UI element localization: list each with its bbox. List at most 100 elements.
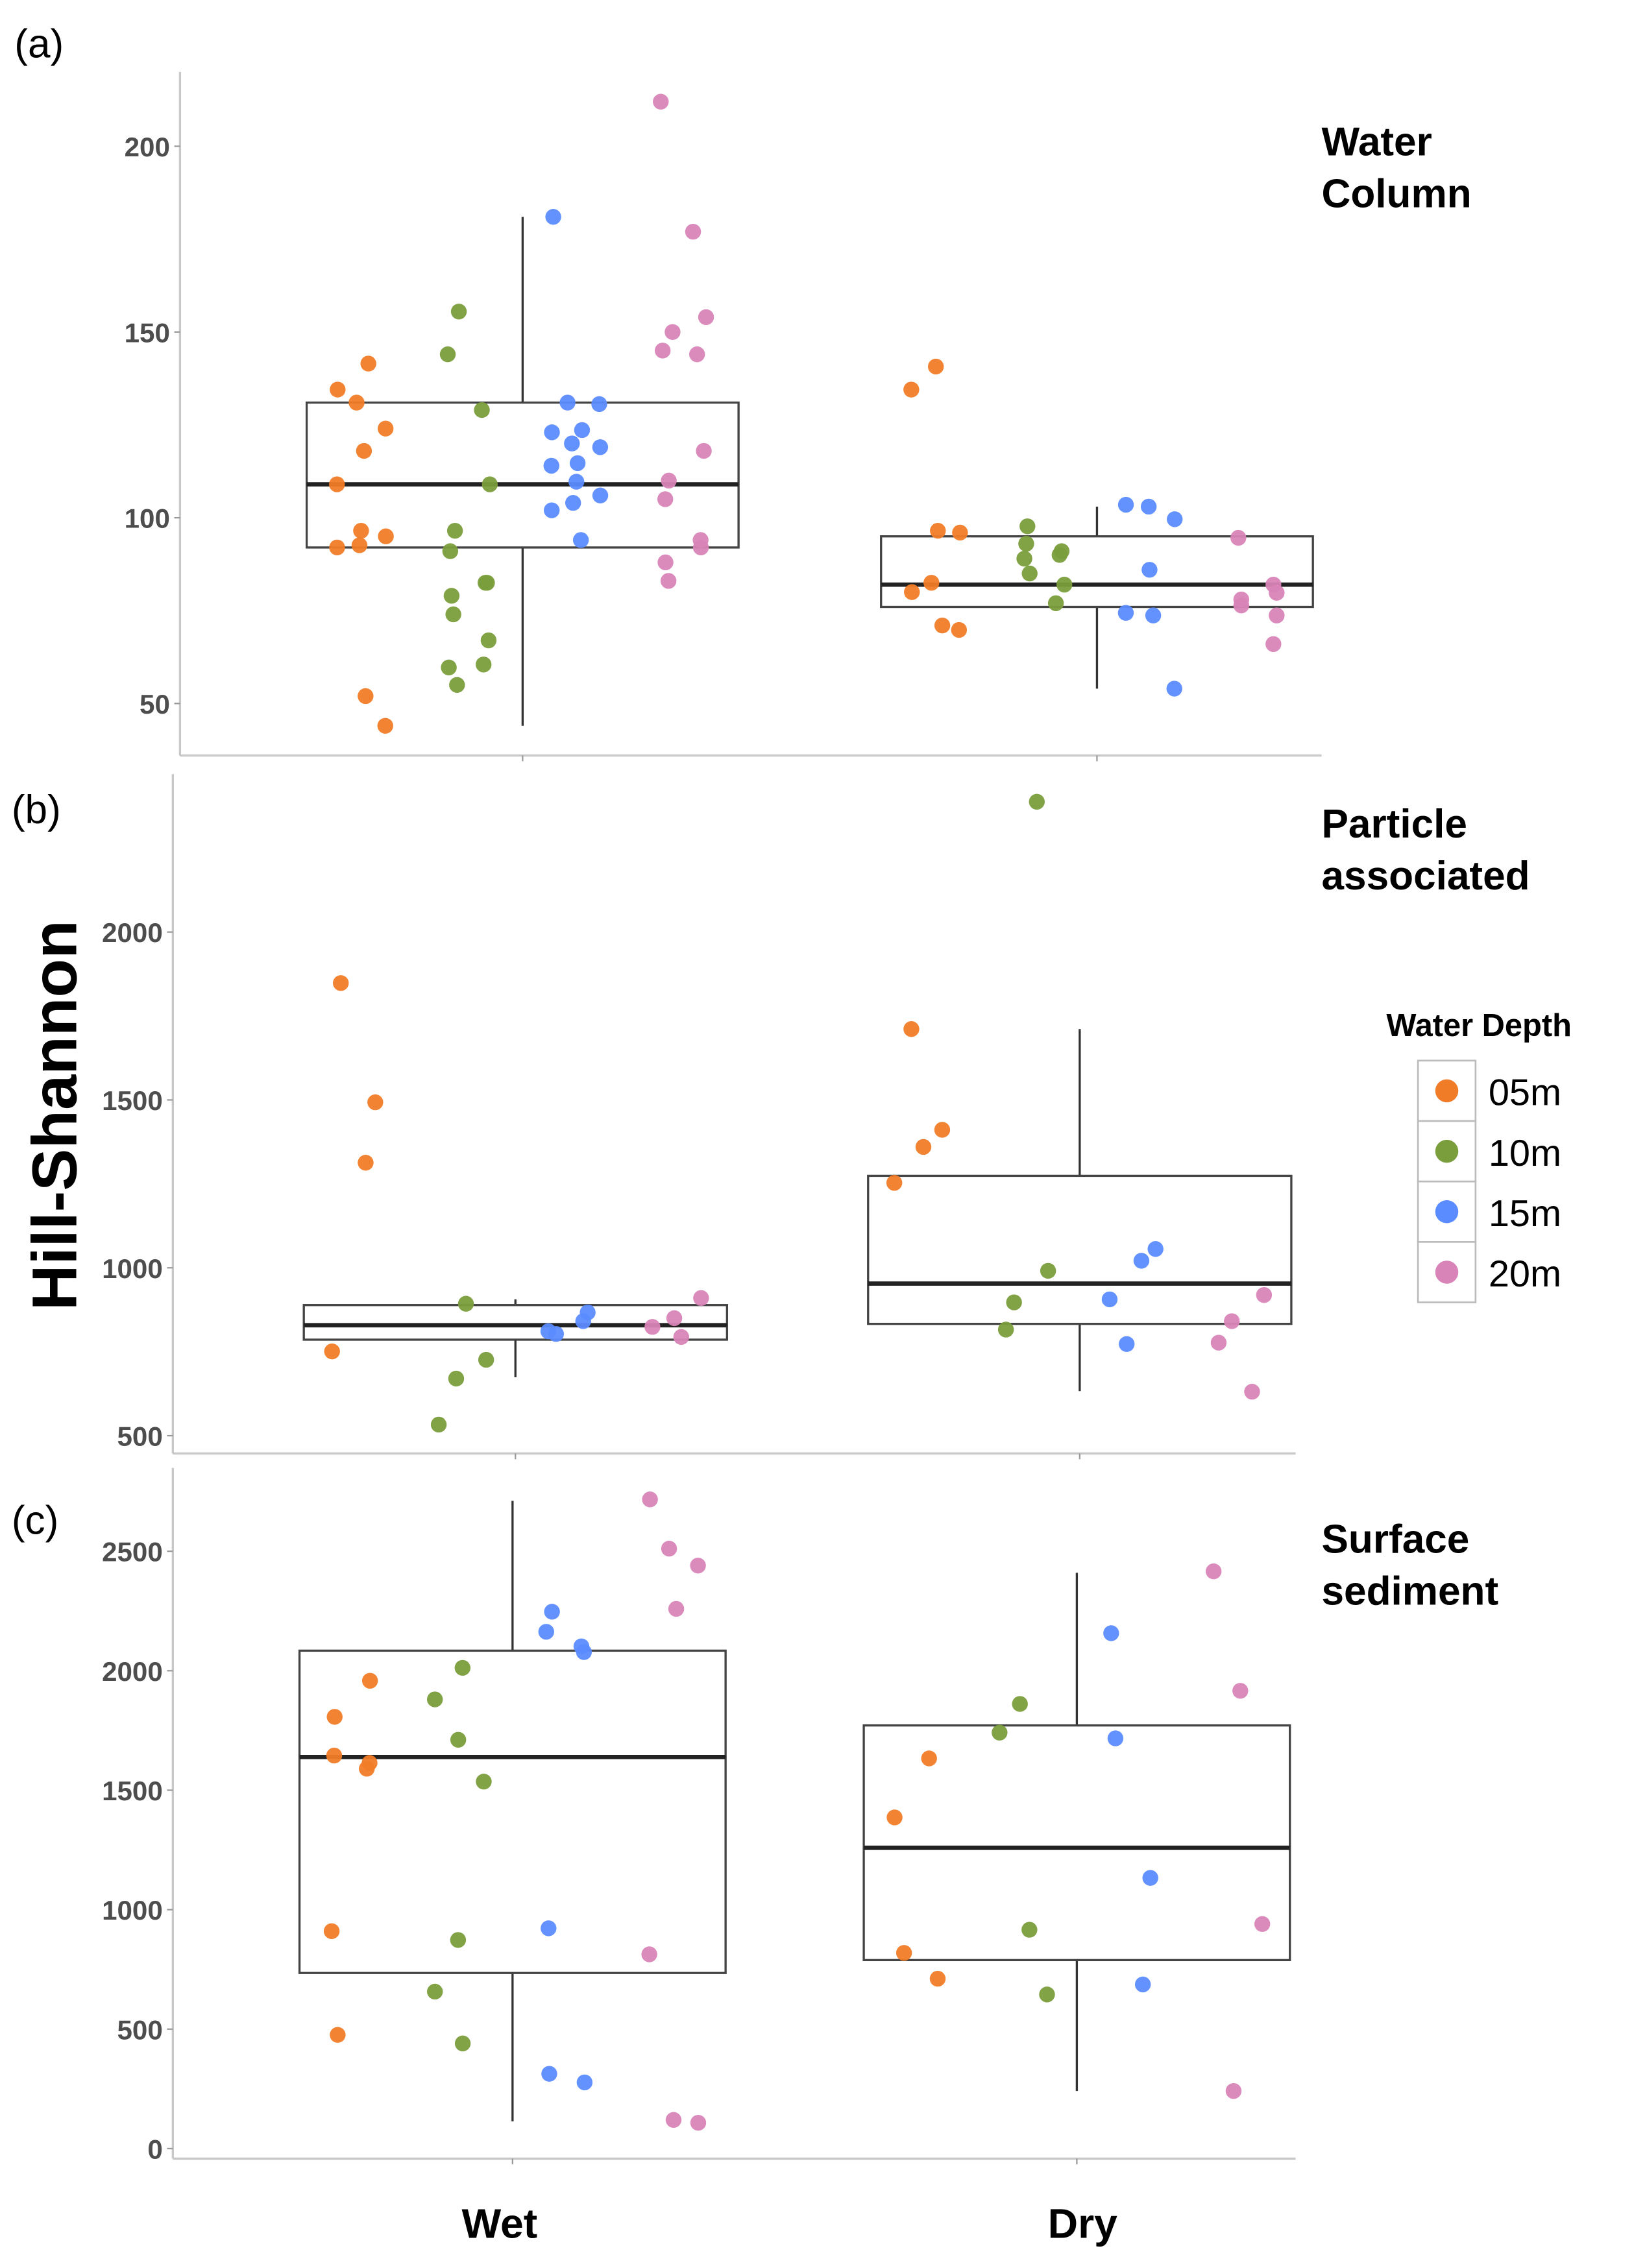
point-wet-20m [657,554,674,571]
point-wet-05m [326,1709,343,1725]
point-wet-15m [592,439,609,455]
box-iqr [880,535,1314,609]
point-wet-05m [351,537,368,553]
point-dry-15m [1134,1976,1151,1993]
point-wet-05m [348,394,365,411]
panel-label: (c) [12,1499,58,1543]
point-wet-20m [654,343,671,359]
point-dry-20m [1232,1683,1249,1699]
point-wet-20m [690,1558,706,1574]
point-wet-05m [356,442,372,459]
y-tick-label: 1500 [102,1085,163,1116]
point-wet-20m [690,2114,707,2131]
point-dry-10m [1021,1922,1038,1938]
point-dry-05m [952,524,968,541]
box-iqr [305,401,740,549]
box-iqr [862,1724,1291,1962]
point-dry-15m [1117,605,1134,621]
point-dry-05m [930,522,946,539]
point-wet-10m [445,606,461,623]
point-wet-15m [565,494,581,511]
point-wet-15m [574,422,591,439]
point-wet-10m [450,304,467,320]
panel-title-line: Particle [1322,802,1467,847]
point-wet-10m [450,1932,467,1948]
point-dry-10m [992,1724,1008,1741]
legend-label: 10m [1489,1133,1561,1174]
panels: 50 100 150 200 (a) Water Column 500 1000 1500 2000… [12,22,1530,2165]
point-wet-15m [591,396,607,413]
point-dry-20m [1210,1334,1227,1351]
point-dry-20m [1233,597,1250,614]
point-dry-15m [1103,1625,1119,1641]
point-wet-10m [439,346,456,363]
y-tick-label: 0 [147,2134,162,2164]
point-wet-05m [361,1672,378,1689]
box-iqr [298,1649,727,1974]
point-wet-15m [576,2074,593,2091]
point-wet-15m [576,1644,592,1660]
point-wet-10m [474,402,490,418]
point-wet-10m [454,1659,471,1676]
point-wet-15m [569,455,586,472]
point-wet-10m [482,476,498,492]
point-wet-10m [443,588,460,604]
point-wet-10m [476,657,492,673]
legend-marker [1435,1139,1459,1163]
point-wet-10m [480,632,497,649]
point-wet-05m [358,1155,374,1171]
point-wet-20m [661,472,677,489]
point-wet-05m [358,688,374,705]
point-wet-10m [457,1296,474,1312]
point-wet-15m [559,394,576,411]
point-wet-10m [448,1370,465,1387]
legend-key-box [1417,1241,1477,1303]
point-wet-10m [446,522,463,539]
point-dry-10m [1056,576,1073,593]
legend-item-10m: 10m [1417,1120,1561,1183]
point-wet-20m [685,223,701,240]
point-dry-20m [1269,585,1285,601]
point-wet-15m [544,1604,560,1620]
point-dry-20m [1205,1563,1222,1580]
point-dry-05m [923,575,940,591]
point-dry-10m [1016,550,1032,567]
point-wet-10m [430,1416,447,1433]
point-dry-05m [903,381,920,398]
point-wet-15m [541,2066,557,2082]
point-wet-15m [545,209,561,225]
point-wet-20m [642,1491,658,1508]
point-dry-10m [1040,1262,1056,1279]
point-dry-15m [1133,1253,1150,1269]
x-category-label-wet: Wet [462,2200,538,2247]
point-wet-20m [698,309,714,326]
point-dry-05m [921,1750,937,1767]
point-dry-10m [1021,565,1038,582]
point-wet-20m [673,1329,690,1345]
point-dry-15m [1167,511,1183,527]
point-dry-10m [1006,1294,1022,1310]
point-dry-10m [1019,518,1036,535]
y-tick-label: 2000 [102,917,163,948]
boxplot-dry [880,506,1314,689]
point-wet-05m [359,1761,375,1777]
y-tick-label: 500 [117,1421,162,1452]
point-dry-10m [997,1321,1014,1338]
panel-b: 500 1000 1500 2000 (b) Particle associated [12,774,1530,1460]
y-tick-label: 1500 [102,1776,163,1806]
point-dry-20m [1230,529,1247,546]
point-dry-10m [1039,1986,1055,2003]
point-wet-20m [668,1600,685,1617]
point-wet-15m [548,1326,565,1342]
point-dry-10m [1051,547,1067,563]
box-iqr [302,1304,729,1341]
point-wet-05m [330,2027,346,2043]
point-wet-05m [332,975,349,991]
point-wet-05m [323,1923,340,1939]
point-dry-05m [934,617,951,634]
panel-label: (b) [12,788,61,832]
legend-item-05m: 05m [1417,1059,1561,1122]
y-tick-label: 100 [125,503,170,534]
legend-label: 15m [1489,1193,1561,1235]
